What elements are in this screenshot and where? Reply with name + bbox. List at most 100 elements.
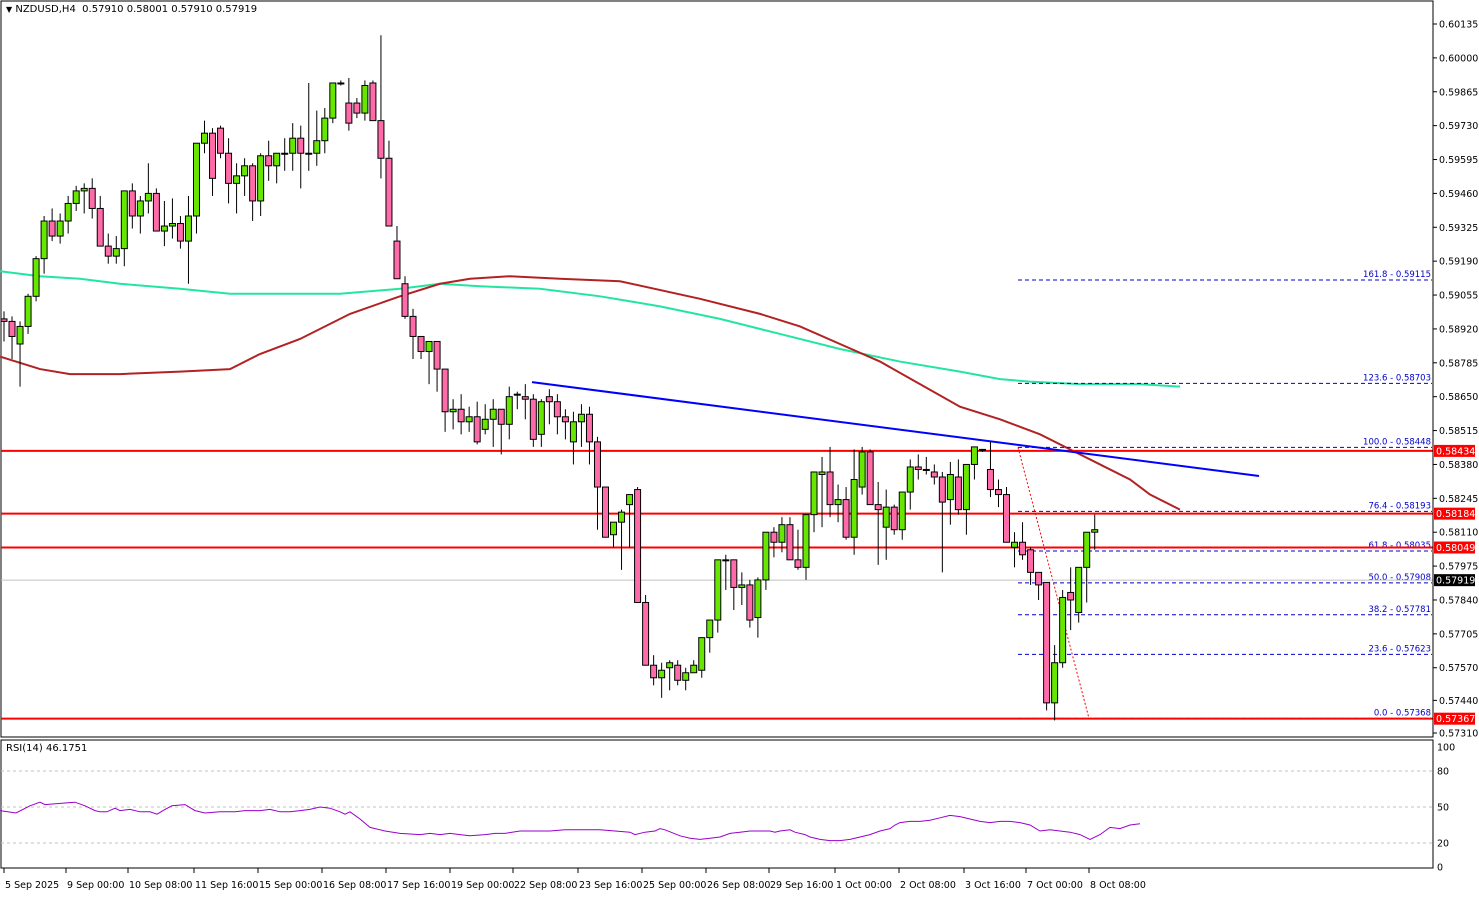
candle xyxy=(874,504,882,511)
candle xyxy=(722,559,730,562)
candle xyxy=(858,451,866,488)
descending-trendline[interactable] xyxy=(531,381,1260,477)
ohlc-values: 0.57910 0.58001 0.57910 0.57919 xyxy=(82,4,258,15)
price-tick-label: 0.59730 xyxy=(1439,121,1478,132)
candle xyxy=(513,393,521,396)
candle xyxy=(433,340,441,370)
candle xyxy=(128,190,136,217)
candle xyxy=(938,476,946,503)
candle xyxy=(866,451,874,506)
candle xyxy=(818,471,826,475)
time-axis[interactable]: 5 Sep 2025 9 Sep 00:00 10 Sep 08:00 11 Sep … xyxy=(1,867,1433,891)
collapse-triangle-icon[interactable]: ▼ xyxy=(6,5,13,14)
fib-level-label: 50.0 - 0.57908 xyxy=(1368,573,1431,583)
candle xyxy=(754,579,762,619)
rsi-tick-label: 50 xyxy=(1437,803,1449,814)
price-tick-label: 0.59190 xyxy=(1439,257,1478,268)
fib-level-label: 161.8 - 0.59115 xyxy=(1363,270,1431,280)
candle xyxy=(457,408,465,423)
fib-anchor-line[interactable] xyxy=(1017,447,1090,719)
time-tick-label: 15 Sep 00:00 xyxy=(259,880,322,891)
rsi-axis: 100 80 50 20 0 xyxy=(1432,740,1455,874)
candle xyxy=(104,245,112,257)
candle xyxy=(192,142,200,217)
candle xyxy=(281,152,289,155)
price-tick-label: 0.59325 xyxy=(1439,223,1478,234)
price-label: 0.57919 xyxy=(1436,576,1475,587)
time-tick-label: 8 Oct 08:00 xyxy=(1090,880,1146,891)
candle xyxy=(385,157,393,227)
candle xyxy=(369,82,377,122)
time-tick-label: 22 Sep 08:00 xyxy=(514,880,577,891)
candle xyxy=(738,584,746,588)
fib-level-label: 76.4 - 0.58193 xyxy=(1368,501,1431,511)
ma-fast-line xyxy=(0,275,1181,511)
candle xyxy=(610,521,618,536)
candle xyxy=(64,202,72,222)
candle xyxy=(674,664,682,681)
candle xyxy=(497,408,505,425)
candle xyxy=(826,471,834,506)
candle xyxy=(1075,566,1083,614)
candle xyxy=(56,220,64,237)
price-tick-label: 0.59460 xyxy=(1439,189,1478,200)
candle xyxy=(569,421,577,443)
candle xyxy=(882,506,890,528)
candle xyxy=(0,318,8,322)
rsi-tick-label: 20 xyxy=(1437,839,1449,850)
candle xyxy=(626,494,634,506)
price-label-box xyxy=(1434,574,1475,587)
fibonacci-retracement[interactable]: 161.8 - 0.59115 123.6 - 0.58703 100.0 - 0.… xyxy=(1017,270,1432,719)
rsi-tick-label: 0 xyxy=(1437,863,1443,874)
trendline[interactable] xyxy=(531,381,1260,477)
candle xyxy=(489,408,497,420)
candle xyxy=(714,559,722,621)
time-tick-label: 25 Sep 00:00 xyxy=(643,880,706,891)
candle xyxy=(642,601,650,666)
candle xyxy=(1035,571,1043,586)
candle xyxy=(417,335,425,353)
candle xyxy=(32,258,40,297)
candle xyxy=(1043,581,1051,704)
candle xyxy=(361,84,369,114)
candle xyxy=(249,165,257,202)
candle xyxy=(690,664,698,674)
candle xyxy=(778,524,786,543)
candle xyxy=(634,489,642,603)
candle xyxy=(8,320,16,337)
time-tick-label: 7 Oct 00:00 xyxy=(1027,880,1083,891)
candle xyxy=(529,398,537,440)
candle xyxy=(786,524,794,561)
time-tick-label: 26 Sep 08:00 xyxy=(707,880,770,891)
candle xyxy=(602,486,609,538)
candle xyxy=(345,102,353,124)
candle xyxy=(762,531,770,581)
price-axis[interactable]: 0.60135 0.60000 0.59865 0.59730 0.59595 0.594… xyxy=(1432,1,1478,739)
time-tick-label: 23 Sep 16:00 xyxy=(579,880,642,891)
candle xyxy=(746,584,754,621)
candle xyxy=(297,137,305,154)
candle xyxy=(906,466,914,493)
candle xyxy=(970,446,978,465)
candle xyxy=(682,672,690,681)
candle xyxy=(257,155,265,202)
candle xyxy=(136,200,144,217)
candle xyxy=(241,165,249,177)
candle xyxy=(48,220,56,237)
price-tick-label: 0.58380 xyxy=(1439,460,1478,471)
candle xyxy=(730,559,738,588)
price-tick-label: 0.57840 xyxy=(1439,595,1478,606)
price-tick-label: 0.57975 xyxy=(1439,562,1478,573)
candle xyxy=(393,240,401,280)
candle xyxy=(553,401,561,418)
candle xyxy=(329,82,337,119)
time-tick-label: 16 Sep 08:00 xyxy=(323,880,386,891)
chart-title: ▼ NZDUSD,H4 0.57910 0.58001 0.57910 0.57… xyxy=(6,4,257,15)
candle xyxy=(850,479,858,538)
candle xyxy=(666,662,674,669)
candle xyxy=(698,637,706,671)
candle xyxy=(914,466,922,470)
candle xyxy=(1003,494,1010,543)
